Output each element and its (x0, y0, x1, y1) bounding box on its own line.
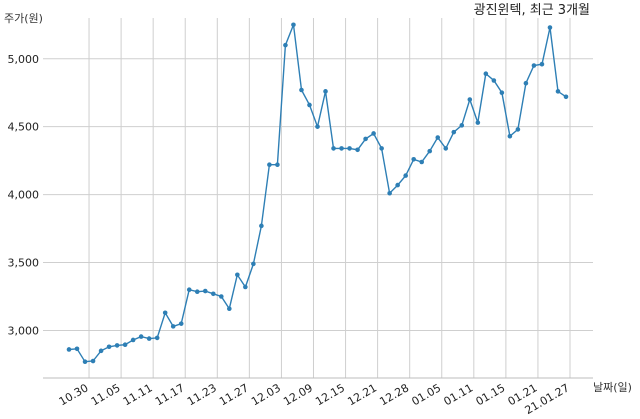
price-point (563, 94, 569, 100)
x-tick-label: 11.23 (185, 381, 219, 408)
price-point (74, 346, 80, 352)
price-point (459, 123, 465, 128)
price-point (138, 334, 144, 339)
price-point (146, 336, 152, 341)
x-tick-label: 12.09 (281, 381, 315, 408)
price-point (186, 287, 192, 292)
price-point (227, 306, 232, 312)
x-axis-label: 날짜(일) (593, 380, 632, 394)
grid (43, 18, 593, 378)
y-tick-label: 3,000 (8, 324, 40, 337)
price-point (547, 25, 553, 30)
price-point (355, 147, 360, 153)
x-tick-label: 11.27 (217, 381, 251, 408)
price-line (68, 24, 567, 363)
price-point (387, 190, 392, 196)
price-point (154, 335, 160, 341)
x-tick-label: 11.05 (89, 381, 123, 408)
price-point (202, 288, 208, 294)
price-point (122, 342, 128, 348)
price-point (443, 146, 449, 151)
price-point (130, 337, 136, 343)
chart-title: 광진윈텍, 최근 3개월 (474, 3, 590, 18)
price-point (451, 129, 457, 135)
price-point (483, 71, 489, 76)
y-tick-label: 4,000 (8, 189, 40, 202)
price-point (219, 294, 224, 299)
price-point (178, 321, 184, 326)
y-tick-label: 4,500 (8, 121, 40, 134)
price-point (259, 223, 264, 229)
price-point (299, 87, 304, 93)
price-point (427, 148, 433, 154)
x-tick-label: 12.21 (345, 381, 379, 408)
price-point (66, 347, 72, 352)
price-point (323, 89, 328, 94)
price-point (419, 159, 425, 165)
price-point (307, 102, 312, 108)
price-point (475, 120, 481, 125)
price-point (467, 97, 473, 102)
price-point (539, 61, 545, 67)
price-point (371, 131, 376, 136)
price-point (275, 162, 280, 168)
x-tick-label: 01.11 (442, 381, 476, 408)
price-point (555, 89, 561, 94)
x-tick-label: 12.15 (313, 381, 347, 408)
x-tick-label: 11.11 (121, 381, 155, 408)
price-point (507, 133, 513, 139)
price-point (411, 156, 416, 162)
x-tick-label: 12.03 (249, 381, 283, 408)
price-point (363, 136, 368, 142)
price-point (243, 284, 248, 290)
price-point (210, 291, 216, 297)
price-point (435, 135, 441, 140)
x-tick-label: 01.05 (409, 381, 443, 408)
price-point (491, 78, 497, 83)
price-point (114, 343, 120, 348)
price-point (98, 348, 104, 354)
x-tick-label: 01.15 (474, 381, 508, 408)
price-point (283, 42, 288, 48)
price-point (194, 289, 200, 295)
price-point (331, 146, 336, 151)
price-point (82, 359, 88, 364)
price-point (523, 80, 529, 86)
price-point (235, 272, 240, 278)
y-axis-label: 주가(원) (4, 12, 43, 25)
x-tick-label: 11.17 (153, 381, 187, 408)
price-point (531, 63, 537, 68)
price-point (515, 127, 521, 132)
labels: 주가(원) 광진윈텍, 최근 3개월 날짜(일) (4, 3, 632, 394)
x-tick-label: 10.30 (57, 381, 91, 408)
price-point (267, 162, 272, 168)
price-point (162, 310, 168, 316)
y-tick-label: 3,500 (8, 257, 40, 270)
price-point (251, 261, 256, 267)
x-tick-label: 12.28 (377, 381, 411, 408)
price-point (379, 146, 384, 151)
price-point (291, 22, 296, 28)
price-point (106, 344, 112, 350)
price-point (347, 146, 352, 151)
price-point (170, 324, 176, 329)
price-point (90, 358, 96, 364)
price-point (339, 146, 344, 151)
price-point (403, 173, 408, 178)
y-tick-label: 5,000 (8, 53, 40, 66)
price-point (395, 182, 400, 188)
price-point (315, 124, 320, 129)
price-point (499, 90, 505, 96)
price-series (66, 22, 569, 364)
